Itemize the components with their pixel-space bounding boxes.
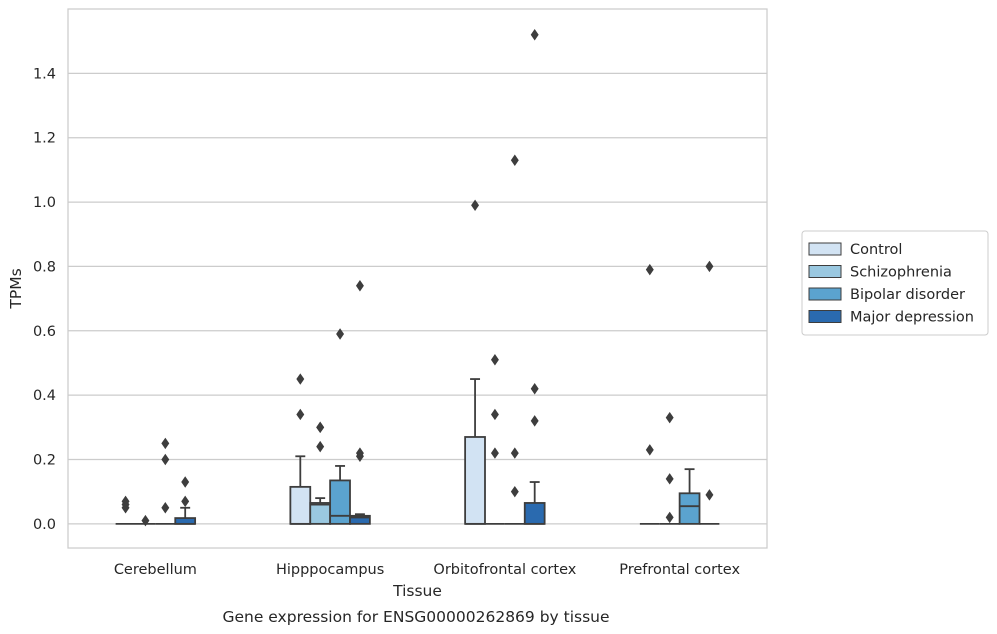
outlier-point — [161, 437, 170, 450]
plot-frame — [67, 8, 768, 549]
legend-swatch — [808, 242, 842, 256]
legend-label: Control — [850, 242, 902, 258]
outlier-point — [490, 408, 499, 421]
y-tick-label: 0.0 — [33, 517, 56, 533]
outlier-point — [296, 408, 305, 421]
outlier-point — [510, 485, 519, 498]
outlier-point — [161, 453, 170, 466]
box-major-depression — [174, 506, 197, 525]
outlier-point — [510, 154, 519, 166]
outlier-point — [161, 502, 170, 514]
legend-entry: Control — [808, 242, 902, 258]
legend: Control Schizophrenia Bipolar disorder Majo… — [801, 230, 989, 336]
legend-swatch — [808, 287, 842, 301]
outlier-point — [316, 440, 325, 453]
outlier-point — [530, 29, 539, 41]
outlier-point — [645, 444, 654, 456]
outlier-point — [121, 495, 130, 508]
x-tick-label: Hipppocampus — [276, 562, 384, 578]
y-axis-label: TPMs — [7, 268, 25, 309]
y-tick-label: 0.8 — [33, 259, 56, 275]
y-tick-label: 1.2 — [33, 131, 56, 147]
outlier-point — [336, 328, 345, 340]
x-tick-label: Cerebellum — [114, 562, 197, 578]
boxes — [115, 378, 720, 525]
legend-label: Major depression — [850, 310, 974, 326]
gridlines — [68, 72, 767, 525]
box-body — [464, 436, 486, 525]
chart-caption: Gene expression for ENSG00000262869 by t… — [222, 608, 609, 626]
legend-entry: Bipolar disorder — [808, 287, 965, 303]
box-body — [523, 502, 546, 525]
outlier-point — [490, 354, 499, 366]
outlier-point — [665, 411, 674, 424]
outlier-point — [355, 280, 364, 292]
box-body — [349, 514, 371, 525]
box-bipolar-disorder — [329, 465, 351, 525]
box-body — [309, 502, 332, 525]
y-tick-label: 0.4 — [33, 388, 56, 404]
y-tick-label: 1.4 — [33, 66, 56, 82]
box-control — [464, 378, 486, 525]
outlier-point — [705, 260, 714, 273]
outlier-point — [530, 382, 539, 395]
outlier-point — [510, 447, 519, 459]
legend-label: Bipolar disorder — [850, 287, 965, 303]
outlier-point — [296, 373, 305, 385]
box-schizophrenia — [309, 497, 332, 525]
outlier-point — [181, 495, 190, 508]
y-axis-ticks: 0.0 0.2 0.4 0.6 0.8 1.0 1.2 1.4 — [33, 66, 56, 533]
x-axis-label: Tissue — [392, 582, 442, 600]
outlier-point — [141, 514, 150, 527]
box-body — [289, 485, 312, 525]
outlier-point — [316, 421, 325, 434]
box-body — [678, 492, 701, 525]
box-control — [289, 455, 312, 525]
legend-entry: Schizophrenia — [808, 265, 952, 281]
x-axis-ticks: Cerebellum Hipppocampus Orbitofrontal cort… — [114, 562, 741, 578]
outlier-point — [665, 473, 674, 485]
x-tick-label: Prefrontal cortex — [619, 562, 740, 578]
legend-swatch — [808, 310, 842, 323]
legend-label: Schizophrenia — [850, 265, 952, 281]
legend-frame — [801, 230, 989, 336]
outlier-point — [471, 199, 480, 212]
box-major-depression — [349, 513, 371, 525]
box-body — [329, 479, 351, 525]
outlier-point — [490, 447, 499, 459]
outliers — [121, 29, 714, 527]
y-tick-label: 1.0 — [33, 195, 56, 211]
outlier-point — [665, 511, 674, 524]
outlier-point — [181, 476, 190, 488]
legend-swatch — [808, 265, 842, 278]
outlier-point — [645, 263, 654, 276]
outlier-point — [355, 447, 364, 459]
legend-entry: Major depression — [808, 310, 974, 326]
outlier-point — [705, 489, 714, 501]
box-major-depression — [523, 481, 546, 525]
outlier-point — [530, 415, 539, 427]
y-tick-label: 0.2 — [33, 453, 56, 469]
box-bipolar-disorder — [678, 468, 701, 525]
y-tick-label: 0.6 — [33, 324, 56, 340]
x-tick-label: Orbitofrontal cortex — [433, 562, 576, 578]
